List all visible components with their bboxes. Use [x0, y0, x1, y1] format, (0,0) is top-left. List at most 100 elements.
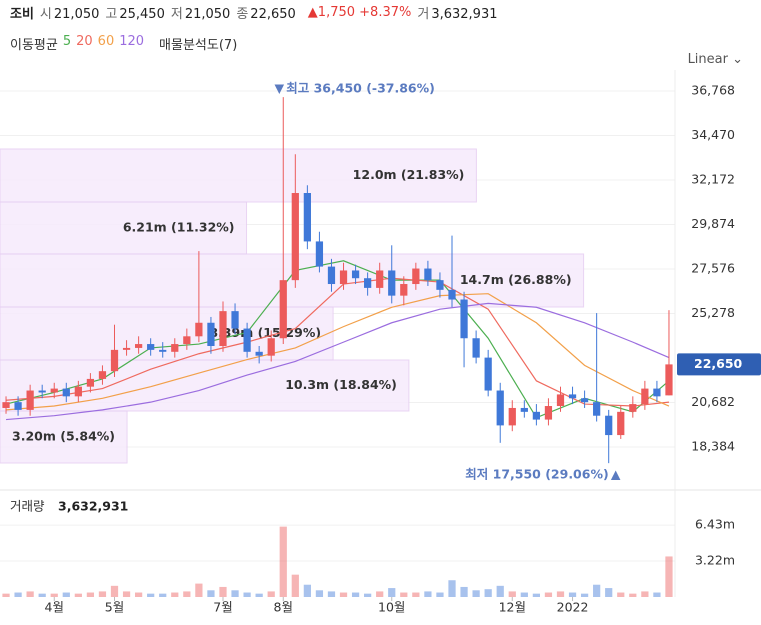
- profile-label: 6.21m (11.32%): [123, 219, 235, 234]
- profile-label: 10.3m (18.84%): [285, 377, 397, 392]
- scale-mode[interactable]: Linear ⌄: [687, 52, 743, 67]
- y-tick-label: 20,682: [691, 394, 735, 409]
- volume-bar: [327, 591, 336, 597]
- candle-body: [62, 388, 70, 397]
- x-tick-label: 10월: [378, 600, 405, 615]
- ohlc: 시 21,050 고 25,450 저 21,050 종 22,650: [40, 3, 302, 22]
- candle-body: [14, 402, 22, 410]
- volume-bar: [74, 593, 82, 597]
- ma-label: 이동평균: [10, 38, 58, 53]
- volume-value: 3,632,931: [431, 7, 498, 22]
- candle-body: [98, 371, 107, 379]
- high-arrow: ▼: [274, 81, 284, 96]
- volume-bar: [508, 591, 516, 597]
- ohlc-item: 저 21,050: [171, 7, 230, 22]
- candle-body: [267, 338, 275, 356]
- candle-body: [617, 411, 625, 436]
- volume-bar: [122, 591, 131, 597]
- volume-bar: [653, 592, 661, 597]
- volume-bar: [195, 583, 203, 597]
- volume-bar: [605, 588, 613, 597]
- scale-mode-label: Linear: [687, 52, 728, 67]
- candle-body: [255, 351, 263, 356]
- volume-bar: [62, 592, 70, 597]
- volume-bar: [351, 592, 360, 597]
- candle-body: [195, 322, 203, 337]
- ma-legend-item: 120: [119, 34, 145, 49]
- candle-body: [436, 280, 444, 290]
- candle-body: [508, 407, 516, 426]
- volume-bar: [255, 593, 263, 597]
- y-tick-label: 36,768: [691, 82, 735, 97]
- volume-bar: [556, 591, 565, 597]
- volume-bar: [400, 592, 408, 597]
- profile-label: 14.7m (26.88%): [460, 272, 572, 287]
- candle-body: [291, 193, 299, 281]
- indicator-legend[interactable]: 이동평균 5 20 60 120 매물분석도(7): [10, 34, 237, 53]
- profile-label: 12.0m (21.83%): [353, 167, 465, 182]
- candle-body: [665, 364, 673, 396]
- candle-body: [315, 241, 324, 267]
- candle-body: [400, 284, 408, 296]
- volume-bar: [424, 591, 432, 597]
- ohlc-value: 21,050: [184, 7, 231, 22]
- high-label: 최고 36,450 (-37.86%): [286, 81, 435, 96]
- candle-body: [460, 299, 468, 339]
- low-arrow: ▲: [611, 467, 621, 482]
- volume-bar: [50, 593, 58, 597]
- volume-bar: [183, 591, 191, 597]
- candle-body: [2, 402, 10, 408]
- volume-bar: [315, 590, 324, 597]
- volume-bar: [665, 556, 673, 597]
- volume-bar: [98, 591, 107, 597]
- candle-body: [568, 394, 577, 399]
- volume-bar: [448, 580, 456, 597]
- y-tick-label: 34,470: [691, 127, 735, 142]
- candle-body: [159, 349, 167, 352]
- candle-body: [26, 390, 34, 410]
- profile-band: [0, 359, 410, 412]
- volume-bar: [171, 592, 179, 597]
- volume-bar: [38, 593, 46, 597]
- ohlc-item: 시 21,050: [40, 7, 99, 22]
- candle-body: [629, 404, 637, 412]
- volume-bar: [532, 593, 540, 597]
- candle-body: [641, 388, 649, 405]
- volume-bar: [388, 588, 396, 597]
- volume-bar: [267, 591, 275, 597]
- volume-bar: [484, 589, 492, 597]
- candle-body: [50, 388, 58, 393]
- volume-bar: [568, 592, 577, 597]
- candle-body: [388, 270, 396, 296]
- candle-body: [472, 338, 480, 358]
- volume-bar: [219, 586, 227, 597]
- ma-line: [5, 293, 670, 411]
- y-tick-label: 3.22m: [695, 553, 735, 568]
- ohlc-item: 종 22,650: [236, 7, 295, 22]
- x-tick-label: 2022: [557, 600, 589, 615]
- volume-bar: [243, 592, 251, 597]
- ohlc-value: 22,650: [250, 7, 296, 22]
- candle-body: [412, 268, 420, 285]
- change-pct: +8.37%: [359, 5, 412, 20]
- volume: 거 3,632,931: [417, 3, 497, 22]
- candle-body: [86, 378, 95, 387]
- candle-body: [74, 386, 82, 397]
- volume-last: 3,632,931: [58, 499, 128, 514]
- candle-body: [207, 322, 215, 346]
- stock-name: 조비: [10, 7, 34, 22]
- candle-body: [339, 270, 348, 285]
- header: 조비 시 21,050 고 25,450 저 21,050 종 22,650 ▲1,750 +…: [10, 3, 498, 22]
- x-tick-label: 5월: [105, 600, 124, 615]
- ma-legend-item: 5: [62, 34, 72, 49]
- candle-body: [327, 266, 336, 285]
- candle-body: [593, 402, 601, 416]
- volume-bar: [641, 591, 649, 597]
- candle-body: [183, 336, 191, 345]
- candle-body: [376, 270, 384, 288]
- candle-body: [231, 311, 239, 329]
- candle-body: [424, 268, 432, 281]
- volume-bar: [629, 593, 637, 597]
- volume-bar: [472, 590, 480, 597]
- volume-bar: [231, 590, 239, 597]
